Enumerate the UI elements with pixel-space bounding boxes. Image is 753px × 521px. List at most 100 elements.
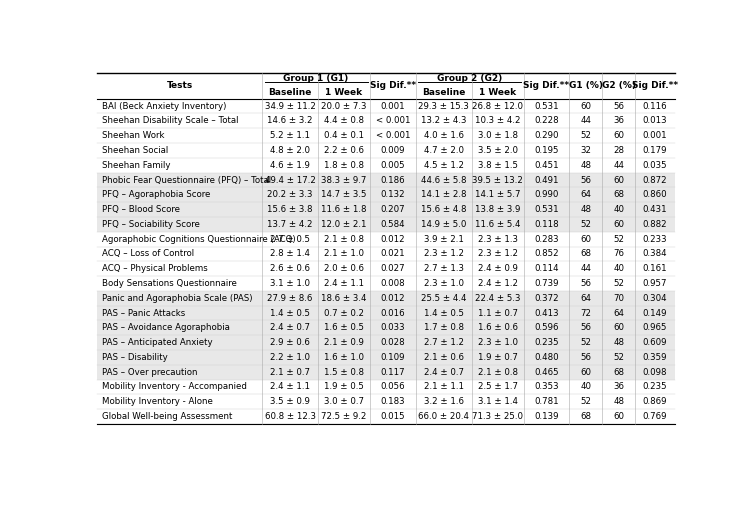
Text: 48: 48 [581,161,591,170]
Text: 0.008: 0.008 [380,279,405,288]
Text: 0.359: 0.359 [642,353,667,362]
Text: 0.109: 0.109 [381,353,405,362]
Text: Sig Dif.**: Sig Dif.** [370,81,416,90]
Text: 1.1 ± 0.7: 1.1 ± 0.7 [477,308,517,318]
Text: 0.451: 0.451 [534,161,559,170]
Text: 0.056: 0.056 [380,382,405,391]
Text: 2.2 ± 1.0: 2.2 ± 1.0 [270,353,310,362]
Text: 1 Week: 1 Week [325,88,363,97]
Text: 76: 76 [613,250,624,258]
Text: 36: 36 [613,382,624,391]
Text: 2.0 ± 0.6: 2.0 ± 0.6 [324,264,364,273]
Text: Sheehan Work: Sheehan Work [102,131,164,140]
Text: 40: 40 [613,205,624,214]
Text: 0.028: 0.028 [380,338,405,347]
Text: 68: 68 [613,368,624,377]
Text: 25.5 ± 4.4: 25.5 ± 4.4 [421,294,466,303]
Text: 1.6 ± 1.0: 1.6 ± 1.0 [324,353,364,362]
Text: 2.9 ± 0.6: 2.9 ± 0.6 [270,338,310,347]
Text: 2.6 ± 0.6: 2.6 ± 0.6 [270,264,310,273]
Bar [97,128,675,143]
Text: 2.1 ± 0.8: 2.1 ± 0.8 [477,368,517,377]
Text: 22.4 ± 5.3: 22.4 ± 5.3 [475,294,520,303]
Text: 0.186: 0.186 [380,176,405,184]
Text: < 0.001: < 0.001 [376,116,410,126]
Text: 11.6 ± 1.8: 11.6 ± 1.8 [322,205,367,214]
Text: 3.5 ± 0.9: 3.5 ± 0.9 [270,398,310,406]
Text: 68: 68 [581,412,591,421]
Text: 13.7 ± 4.2: 13.7 ± 4.2 [267,220,312,229]
Text: 10.3 ± 4.2: 10.3 ± 4.2 [475,116,520,126]
Text: 0.005: 0.005 [380,161,405,170]
Text: 26.8 ± 12.0: 26.8 ± 12.0 [472,102,523,110]
Text: 2.2 ± 0.6: 2.2 ± 0.6 [324,146,364,155]
Bar [97,320,675,335]
Text: 2.7 ± 0.5: 2.7 ± 0.5 [270,234,310,244]
Text: Group 1 (G1): Group 1 (G1) [283,73,349,83]
Text: 44: 44 [581,264,591,273]
Text: 0.098: 0.098 [642,368,667,377]
Text: 0.353: 0.353 [534,382,559,391]
Text: Phobic Fear Questionnaire (PFQ) – Total: Phobic Fear Questionnaire (PFQ) – Total [102,176,271,184]
Text: 29.3 ± 15.3: 29.3 ± 15.3 [418,102,469,110]
Text: 0.852: 0.852 [534,250,559,258]
Text: 2.3 ± 1.2: 2.3 ± 1.2 [477,250,517,258]
Text: 1.9 ± 0.5: 1.9 ± 0.5 [324,382,364,391]
Text: 27.9 ± 8.6: 27.9 ± 8.6 [267,294,312,303]
Text: 0.957: 0.957 [642,279,667,288]
Bar [97,335,675,350]
Bar [97,188,675,202]
Text: 0.001: 0.001 [380,102,405,110]
Text: 3.8 ± 1.5: 3.8 ± 1.5 [477,161,517,170]
Text: 52: 52 [581,220,591,229]
Text: 11.6 ± 5.4: 11.6 ± 5.4 [475,220,520,229]
Text: ACQ – Loss of Control: ACQ – Loss of Control [102,250,194,258]
Text: 0.161: 0.161 [642,264,667,273]
Text: 2.1 ± 0.9: 2.1 ± 0.9 [324,338,364,347]
Text: 70: 70 [613,294,624,303]
Text: 14.1 ± 2.8: 14.1 ± 2.8 [421,190,466,200]
Text: 4.0 ± 1.6: 4.0 ± 1.6 [424,131,464,140]
Text: 60: 60 [581,234,591,244]
Text: Sheehan Family: Sheehan Family [102,161,170,170]
Bar [97,380,675,394]
Text: 2.3 ± 1.2: 2.3 ± 1.2 [424,250,464,258]
Text: 44: 44 [581,116,591,126]
Text: 2.7 ± 1.3: 2.7 ± 1.3 [424,264,464,273]
Bar [97,350,675,365]
Text: 0.531: 0.531 [534,205,559,214]
Text: 64: 64 [581,190,591,200]
Text: Tests: Tests [166,81,193,90]
Text: 3.1 ± 1.0: 3.1 ± 1.0 [270,279,310,288]
Text: PAS – Anticipated Anxiety: PAS – Anticipated Anxiety [102,338,212,347]
Text: Sig Dif.**: Sig Dif.** [632,81,678,90]
Text: 14.9 ± 5.0: 14.9 ± 5.0 [421,220,466,229]
Text: Mobility Inventory - Accompanied: Mobility Inventory - Accompanied [102,382,247,391]
Text: 66.0 ± 20.4: 66.0 ± 20.4 [418,412,469,421]
Text: 60.8 ± 12.3: 60.8 ± 12.3 [264,412,316,421]
Text: 5.2 ± 1.1: 5.2 ± 1.1 [270,131,310,140]
Text: 0.882: 0.882 [642,220,667,229]
Text: 71.3 ± 25.0: 71.3 ± 25.0 [472,412,523,421]
Text: PFQ – Sociability Score: PFQ – Sociability Score [102,220,200,229]
Text: 4.4 ± 0.8: 4.4 ± 0.8 [324,116,364,126]
Text: 0.035: 0.035 [642,161,667,170]
Text: 0.860: 0.860 [642,190,667,200]
Text: 60: 60 [581,102,591,110]
Text: 14.6 ± 3.2: 14.6 ± 3.2 [267,116,312,126]
Text: 34.9 ± 11.2: 34.9 ± 11.2 [264,102,316,110]
Text: 0.290: 0.290 [534,131,559,140]
Text: 0.769: 0.769 [642,412,667,421]
Text: 0.304: 0.304 [642,294,667,303]
Text: 64: 64 [613,308,624,318]
Text: 0.609: 0.609 [642,338,667,347]
Bar [97,86,675,98]
Text: Group 2 (G2): Group 2 (G2) [437,73,502,83]
Text: 0.283: 0.283 [534,234,559,244]
Text: 12.0 ± 2.1: 12.0 ± 2.1 [322,220,367,229]
Text: ACQ – Physical Problems: ACQ – Physical Problems [102,264,208,273]
Text: Global Well-being Assessment: Global Well-being Assessment [102,412,232,421]
Text: 4.6 ± 1.9: 4.6 ± 1.9 [270,161,310,170]
Text: 1.9 ± 0.7: 1.9 ± 0.7 [477,353,517,362]
Text: 0.009: 0.009 [381,146,405,155]
